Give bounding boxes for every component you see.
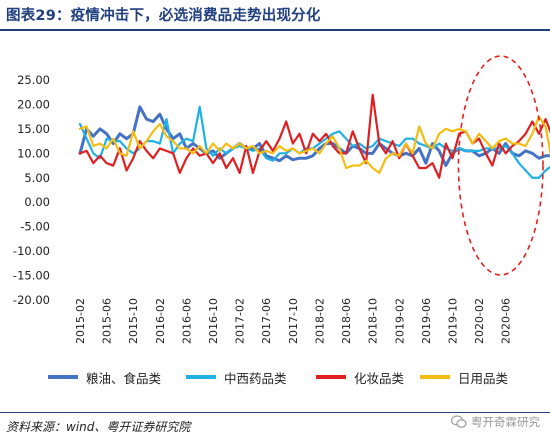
highlight-ellipse: [457, 55, 544, 276]
legend-swatch: [420, 375, 450, 379]
legend-swatch: [48, 375, 78, 379]
wechat-icon: [451, 415, 467, 428]
legend-item-4: 日用品类: [420, 366, 508, 388]
source-note: 资料来源：wind、粤开证券研究院: [6, 420, 191, 434]
y-tick-label: -20.00: [13, 293, 50, 307]
x-tick-label: 2018-06: [340, 298, 353, 344]
chart-legend: 粮油、食品类 中西药品类 化妆品类 日用品类: [0, 366, 550, 388]
y-tick-label: 20.00: [17, 97, 50, 111]
y-tick-label: -10.00: [13, 244, 50, 258]
watermark-label: 粤开奇霖研究: [471, 415, 540, 429]
x-tick-label: 2020-02: [473, 298, 486, 344]
legend-item-1: 粮油、食品类: [48, 366, 161, 388]
x-tick-label: 2016-02: [154, 298, 167, 344]
x-tick-label: 2017-10: [287, 298, 300, 344]
x-tick-label: 2017-06: [260, 298, 273, 344]
legend-swatch: [316, 375, 346, 379]
watermark: 粤开奇霖研究: [451, 414, 540, 430]
title-rule: [0, 29, 550, 31]
x-tick-label: 2019-02: [393, 298, 406, 344]
legend-swatch: [186, 375, 216, 379]
x-tick-label: 2018-10: [367, 298, 380, 344]
x-tick-label: 2016-06: [180, 298, 193, 344]
x-tick-label: 2017-02: [234, 298, 247, 344]
legend-label: 日用品类: [458, 370, 509, 386]
y-tick-label: 25.00: [17, 73, 50, 87]
x-tick-label: 2018-02: [313, 298, 326, 344]
y-tick-label: -5.00: [20, 220, 50, 234]
legend-label: 粮油、食品类: [86, 370, 162, 386]
x-tick-label: 2015-10: [127, 298, 140, 344]
x-tick-label: 2019-06: [420, 298, 433, 344]
y-tick-label: 0.00: [24, 195, 50, 209]
x-tick-label: 2020-06: [500, 298, 513, 344]
legend-item-3: 化妆品类: [316, 366, 404, 388]
legend-label: 中西药品类: [224, 370, 287, 386]
y-tick-label: -15.00: [13, 269, 50, 283]
series-line-4: [78, 115, 550, 174]
legend-label: 化妆品类: [354, 370, 405, 386]
legend-item-2: 中西药品类: [186, 366, 287, 388]
x-tick-label: 2016-10: [207, 298, 220, 344]
series-line-3: [78, 93, 550, 179]
x-tick-label: 2015-02: [74, 298, 87, 344]
series-line-1: [78, 105, 550, 168]
y-tick-label: 5.00: [24, 171, 50, 185]
y-tick-label: 15.00: [17, 122, 50, 136]
source-rule: [0, 412, 550, 413]
x-tick-label: 2015-06: [101, 298, 114, 344]
chart-title: 图表29：疫情冲击下，必选消费品走势出现分化: [6, 8, 321, 24]
y-tick-label: 10.00: [17, 146, 50, 160]
chart-plot: -20.00 -15.00 -10.00 -5.00 0.00 5.00 10.00 15.0…: [13, 55, 550, 344]
x-tick-label: 2019-10: [446, 298, 459, 344]
